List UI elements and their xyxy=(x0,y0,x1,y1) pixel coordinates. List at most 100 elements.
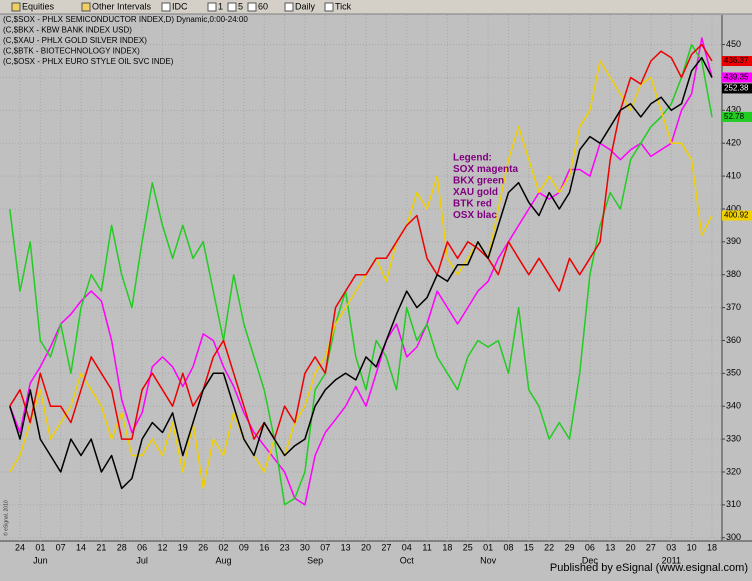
x-tick-label: 28 xyxy=(117,542,127,552)
series-header: (C,$SOX - PHLX SEMICONDUCTOR INDEX,D) Dy… xyxy=(3,15,248,24)
toolbar-button[interactable]: IDC xyxy=(172,1,188,11)
x-tick-label: 01 xyxy=(35,542,45,552)
y-tick-label: 340 xyxy=(726,401,741,411)
x-tick-label: 20 xyxy=(626,542,636,552)
toolbar-button[interactable]: Daily xyxy=(295,1,316,11)
x-tick-label: 07 xyxy=(56,542,66,552)
x-tick-label: 09 xyxy=(239,542,249,552)
copyright: © eSignal, 2010 xyxy=(2,500,9,536)
last-value-label: 400.92 xyxy=(724,211,749,220)
annotation: BTK red xyxy=(453,199,492,210)
x-tick-label: 04 xyxy=(402,542,412,552)
series-line xyxy=(9,37,713,506)
month-label: Nov xyxy=(480,555,497,565)
toolbar-icon xyxy=(247,2,257,12)
y-tick-label: 350 xyxy=(726,368,741,378)
series-header: (C,$BTK - BIOTECHNOLOGY INDEX) xyxy=(3,47,140,56)
labels: 3003103203303403503603703803904004104204… xyxy=(3,15,752,565)
toolbar-button[interactable]: Tick xyxy=(335,1,352,11)
annotation: OSX blac xyxy=(453,210,497,221)
y-tick-label: 330 xyxy=(726,433,741,443)
x-tick-label: 27 xyxy=(646,542,656,552)
toolbar-button[interactable]: Other Intervals xyxy=(92,1,152,11)
x-tick-label: 13 xyxy=(341,542,351,552)
toolbar-button[interactable]: 60 xyxy=(258,1,268,11)
y-tick-label: 420 xyxy=(726,138,741,148)
x-tick-label: 01 xyxy=(483,542,493,552)
month-label: Jun xyxy=(33,555,48,565)
month-label: Jul xyxy=(136,555,148,565)
x-tick-label: 02 xyxy=(219,542,229,552)
x-tick-label: 29 xyxy=(565,542,575,552)
x-tick-label: 15 xyxy=(524,542,534,552)
y-tick-label: 430 xyxy=(726,105,741,115)
x-tick-label: 16 xyxy=(259,542,269,552)
x-tick-label: 06 xyxy=(585,542,595,552)
series-line xyxy=(9,60,713,490)
last-value-tag xyxy=(722,56,752,67)
toolbar-button[interactable]: 5 xyxy=(238,1,243,11)
x-tick-label: 12 xyxy=(157,542,167,552)
x-tick-label: 30 xyxy=(300,542,310,552)
footer: Published by eSignal (www.esignal.com) xyxy=(550,562,748,574)
x-tick-label: 08 xyxy=(503,542,513,552)
x-tick-label: 21 xyxy=(96,542,106,552)
series-header: (C,$OSX - PHLX EURO STYLE OIL SVC INDE) xyxy=(3,57,174,66)
last-value-tag xyxy=(722,72,752,83)
toolbar-icon xyxy=(284,2,294,12)
x-tick-label: 06 xyxy=(137,542,147,552)
y-tick-label: 370 xyxy=(726,302,741,312)
x-tick-label: 10 xyxy=(687,542,697,552)
y-tick-label: 410 xyxy=(726,170,741,180)
x-tick-label: 19 xyxy=(178,542,188,552)
month-label: 2011 xyxy=(662,555,681,565)
toolbar-icon xyxy=(161,2,171,12)
plot-area xyxy=(0,15,722,541)
x-tick-label: 03 xyxy=(666,542,676,552)
annotation: XAU gold xyxy=(453,187,498,198)
series-header: (C,$BKX - KBW BANK INDEX USD) xyxy=(3,26,132,35)
y-tick-label: 380 xyxy=(726,269,741,279)
x-tick-label: 11 xyxy=(422,542,431,552)
series-header: (C,$XAU - PHLX GOLD SILVER INDEX) xyxy=(3,36,147,45)
last-value-label: 252.38 xyxy=(724,84,749,93)
annotation: BKX green xyxy=(453,176,504,187)
last-value-label: 439.35 xyxy=(724,73,749,82)
month-label: Oct xyxy=(400,555,415,565)
y-tick-label: 450 xyxy=(726,39,741,49)
x-tick-label: 07 xyxy=(320,542,330,552)
series-line xyxy=(9,43,713,440)
x-tick-label: 18 xyxy=(707,542,717,552)
month-label: Dec xyxy=(582,555,599,565)
y-tick-label: 400 xyxy=(726,203,741,213)
toolbar-icon xyxy=(11,2,21,12)
month-label: Aug xyxy=(216,555,232,565)
y-tick-label: 390 xyxy=(726,236,741,246)
x-tick-label: 26 xyxy=(198,542,208,552)
toolbar-button[interactable]: Equities xyxy=(22,1,55,11)
month-label: Sep xyxy=(307,555,323,565)
lines xyxy=(9,37,713,506)
y-tick-label: 300 xyxy=(726,532,741,542)
x-tick-label: 22 xyxy=(544,542,554,552)
toolbar-button[interactable]: 1 xyxy=(218,1,223,11)
last-value-tag xyxy=(722,111,752,122)
x-tick-label: 14 xyxy=(76,542,86,552)
toolbar-icon xyxy=(324,2,334,12)
toolbar-bg xyxy=(0,0,752,14)
y-tick-label: 310 xyxy=(726,499,741,509)
toolbar: Equities Other Intervals IDC 1 5 60 Daily Tick xyxy=(11,1,352,12)
x-tick-label: 18 xyxy=(442,542,452,552)
annotation: SOX magenta xyxy=(453,164,518,175)
last-value-tag xyxy=(722,83,752,94)
x-tick-label: 24 xyxy=(15,542,25,552)
y-tick-label: 320 xyxy=(726,466,741,476)
x-tick-label: 25 xyxy=(463,542,473,552)
x-tick-label: 27 xyxy=(381,542,391,552)
last-value-label: 436.37 xyxy=(724,56,749,65)
last-value-label: 52.78 xyxy=(724,112,745,121)
toolbar-icon xyxy=(207,2,217,12)
x-tick-label: 13 xyxy=(605,542,615,552)
